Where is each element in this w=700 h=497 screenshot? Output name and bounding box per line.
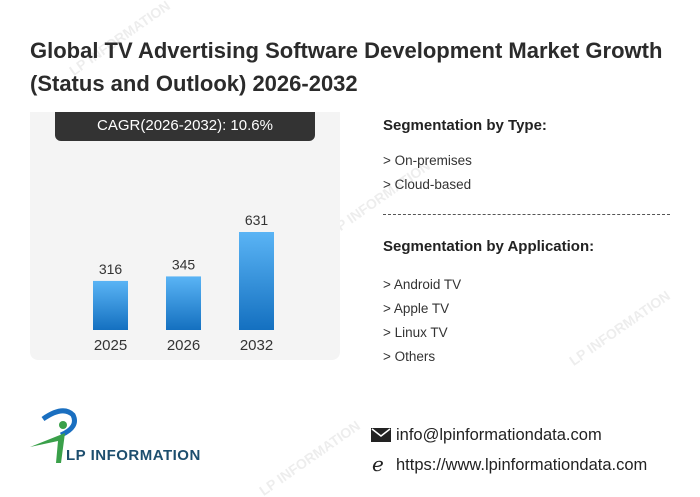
bar-2032: [239, 232, 274, 330]
divider: [383, 214, 670, 215]
bar-2025: [93, 280, 128, 330]
data-label: 345: [172, 256, 196, 272]
x-tick-label: 2032: [240, 337, 273, 354]
type-heading: Segmentation by Type:: [383, 117, 547, 134]
application-item: > Apple TV: [383, 301, 450, 316]
website-text: https://www.lpinformationdata.com: [396, 456, 648, 474]
application-heading: Segmentation by Application:: [383, 238, 595, 255]
data-label: 316: [99, 261, 123, 277]
web-icon: e: [372, 452, 384, 476]
email-text: info@lpinformationdata.com: [396, 426, 602, 444]
x-tick-label: 2025: [94, 337, 127, 354]
application-item: > Android TV: [383, 277, 462, 292]
bar-2026: [166, 276, 201, 330]
application-item: > Linux TV: [383, 325, 448, 340]
logo-icon: [30, 408, 77, 463]
application-item: > Others: [383, 349, 436, 364]
type-item: > Cloud-based: [383, 177, 472, 192]
type-item: > On-premises: [383, 153, 472, 168]
email-icon: [371, 428, 391, 442]
x-tick-label: 2026: [167, 337, 200, 354]
data-label: 631: [245, 212, 269, 228]
page-title: Global TV Advertising Software Developme…: [30, 38, 663, 96]
cagr-badge: CAGR(2026-2032): 10.6%: [55, 112, 315, 141]
logo-text: LP INFORMATION: [66, 447, 201, 464]
